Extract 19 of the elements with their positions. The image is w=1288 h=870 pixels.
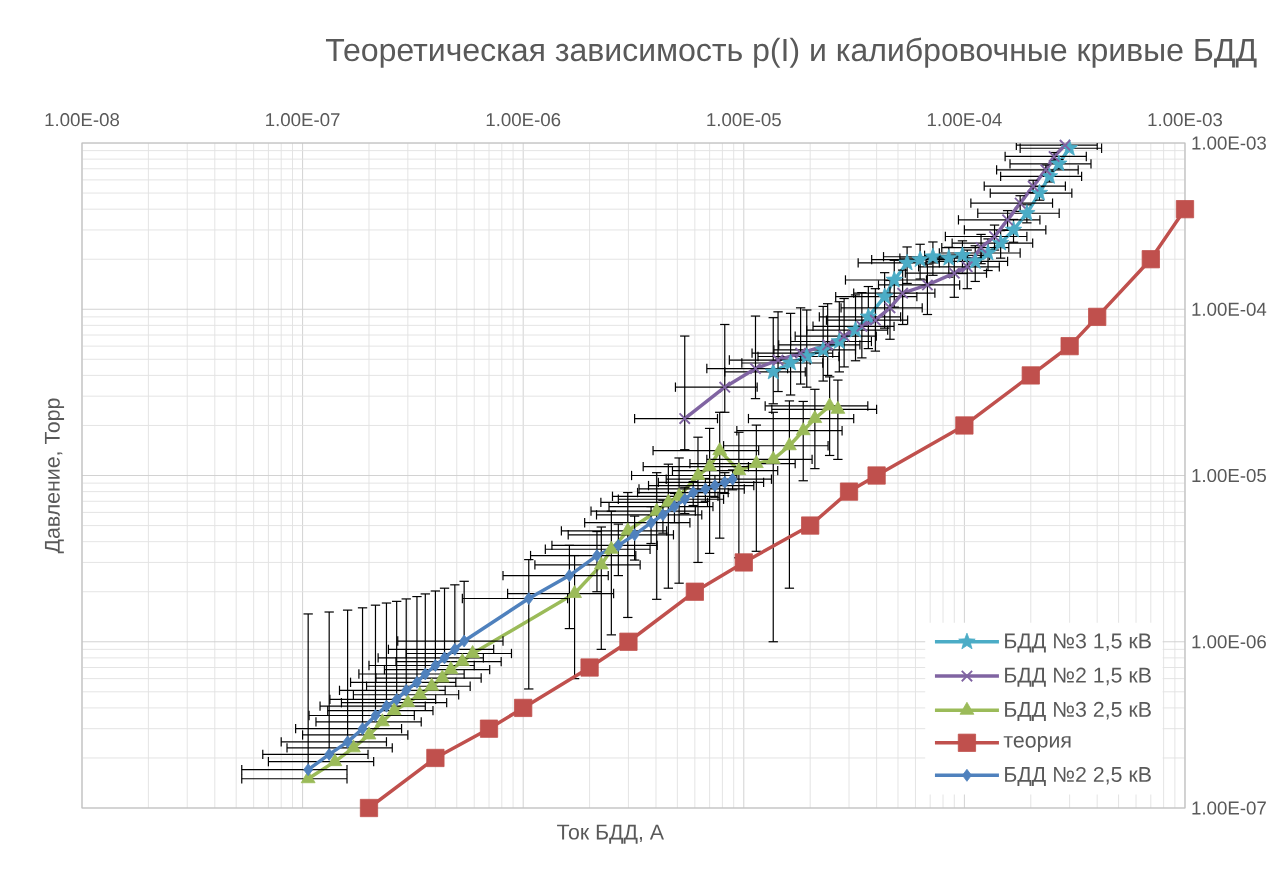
- y-tick-label: 1.00E-04: [1192, 302, 1267, 316]
- y-tick-label: 1.00E-06: [1192, 635, 1266, 649]
- legend-label: БДД №3 1,5 кВ: [1005, 633, 1151, 653]
- legend-label: теория: [1003, 736, 1071, 752]
- x-tick-label: 1.00E-08: [45, 113, 120, 127]
- y-tick-label: 1.00E-07: [1192, 801, 1266, 815]
- y-tick-label: 1.00E-03: [1192, 136, 1266, 150]
- y-tick-label: 1.00E-05: [1192, 468, 1266, 483]
- legend-label: БДД №3 2,5 кВ: [1005, 701, 1151, 721]
- x-tick-label: 1.00E-03: [1148, 113, 1223, 127]
- x-tick-label: 1.00E-05: [707, 113, 781, 127]
- legend-label: БДД №2 1,5 кВ: [1005, 667, 1151, 687]
- x-axis-title: Ток БДД, А: [557, 824, 664, 844]
- y-axis-title: Давление, Торр: [44, 398, 65, 554]
- x-tick-label: 1.00E-04: [927, 113, 1002, 127]
- chart-title: Теоретическая зависимость p(I) и калибровочные кривые БДД: [325, 37, 1257, 68]
- legend-label: БДД №2 2,5 кВ: [1005, 766, 1151, 787]
- x-tick-label: 1.00E-06: [486, 113, 561, 127]
- x-tick-label: 1.00E-07: [266, 113, 340, 127]
